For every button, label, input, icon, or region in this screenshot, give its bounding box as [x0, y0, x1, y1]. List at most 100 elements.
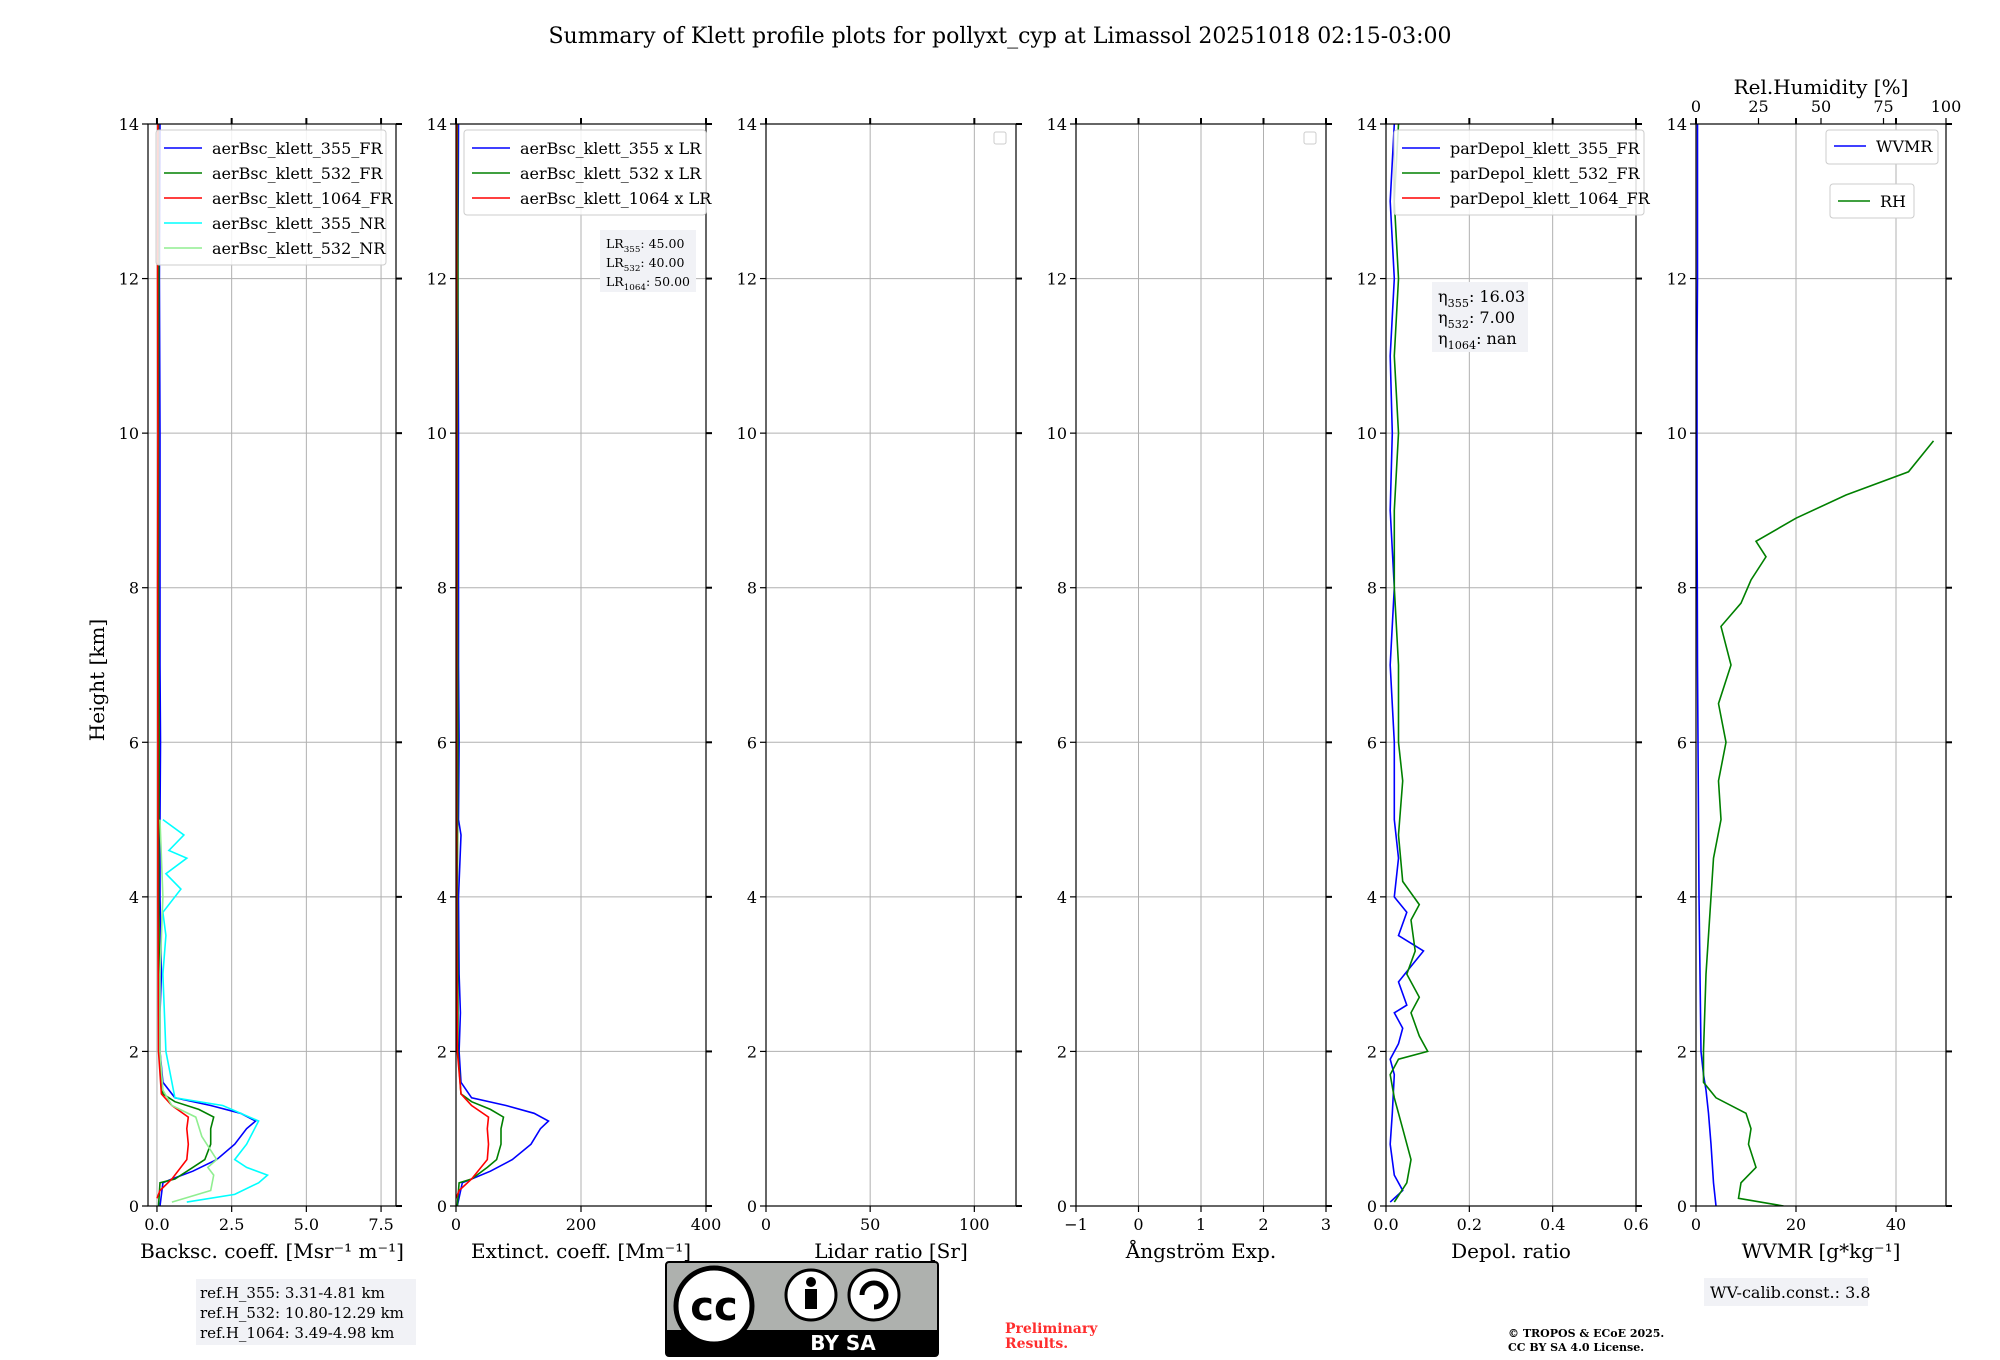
x-tick-label: 20 — [1786, 1215, 1806, 1234]
series-line-aerBsc_klett_1064_FR — [156, 124, 190, 1199]
x-axis-label-wvmr: WVMR [g*kg⁻¹] — [1742, 1239, 1901, 1263]
legend-rh: RH — [1829, 183, 1915, 219]
y-tick-label: 4 — [129, 888, 139, 907]
legend-label: parDepol_klett_355_FR — [1450, 139, 1641, 158]
top-tick-label: 100 — [1931, 97, 1962, 116]
y-tick-label: 10 — [1047, 424, 1067, 443]
y-tick-label: 4 — [1677, 888, 1687, 907]
legend-backscatter: aerBsc_klett_355_FR aerBsc_klett_532_FRae… — [155, 129, 394, 266]
y-tick-label: 0 — [1367, 1197, 1377, 1216]
cc-license-badge: cc BY SA — [665, 1261, 939, 1357]
y-tick-label: 8 — [129, 579, 139, 598]
x-tick-label: 400 — [691, 1215, 722, 1234]
x-tick-label: 200 — [566, 1215, 597, 1234]
y-tick-label: 12 — [1357, 270, 1377, 289]
figure-title: Summary of Klett profile plots for polly… — [548, 24, 1451, 49]
y-tick-label: 10 — [119, 424, 139, 443]
person-body-icon — [805, 1289, 817, 1309]
panel-backscatter: 0 2 4 6 8 10 12 14 0.0 2.5 5.0 7.5 Backsc. coeff. [M… — [119, 115, 404, 1263]
y-tick-label: 14 — [1047, 115, 1067, 134]
y-tick-label: 0 — [1057, 1197, 1067, 1216]
y-tick-label: 8 — [1057, 579, 1067, 598]
x-tick-label: 2 — [1258, 1215, 1268, 1234]
series-group — [1696, 124, 1935, 1206]
legend-box — [1825, 129, 1939, 165]
y-tick-label: 12 — [1047, 270, 1067, 289]
x-axis-label-backscatter: Backsc. coeff. [Msr⁻¹ m⁻¹] — [140, 1239, 404, 1263]
legend-box — [463, 129, 707, 216]
y-tick-label: 2 — [437, 1042, 447, 1061]
series-line-parDepol_klett_532_FR — [1389, 124, 1429, 1203]
legend-label: aerBsc_klett_1064_FR — [212, 189, 394, 208]
y-tick-label: 0 — [437, 1197, 447, 1216]
legend-label-rh: RH — [1880, 192, 1906, 211]
axes-frame — [765, 123, 1017, 1207]
x-tick-label: 0 — [451, 1215, 461, 1234]
person-head-icon — [806, 1277, 816, 1287]
x-tick-label: 40 — [1886, 1215, 1906, 1234]
series-line-aerBsc_klett_532 x LR — [456, 124, 505, 1206]
legend-box — [155, 129, 387, 266]
x-axis-label-depol: Depol. ratio — [1451, 1239, 1571, 1263]
height-axis-label: Height [km] — [85, 619, 109, 741]
y-tick-label: 6 — [129, 733, 139, 752]
y-tick-label: 8 — [1677, 579, 1687, 598]
series-line-aerBsc_klett_355_FR — [158, 124, 258, 1206]
y-tick-label: 4 — [1057, 888, 1067, 907]
sa-share-icon — [847, 1268, 901, 1322]
y-tick-label: 12 — [119, 270, 139, 289]
series-line-RH — [1702, 440, 1935, 1206]
legend-label: aerBsc_klett_532_FR — [212, 164, 383, 183]
legend-label: aerBsc_klett_355_FR — [212, 139, 383, 158]
series-line-parDepol_klett_355_FR — [1389, 124, 1425, 1203]
series-group — [156, 124, 270, 1206]
axes-frame — [147, 123, 397, 1207]
y-tick-label: 8 — [1367, 579, 1377, 598]
y-tick-label: 14 — [1357, 115, 1377, 134]
y-tick-label: 10 — [737, 424, 757, 443]
x-axis-label-lidar_ratio: Lidar ratio [Sr] — [814, 1239, 968, 1263]
axes-frame — [1385, 123, 1637, 1207]
y-tick-label: 12 — [427, 270, 447, 289]
x-tick-label: 50 — [860, 1215, 880, 1234]
y-tick-label: 0 — [129, 1197, 139, 1216]
x-tick-label: 7.5 — [368, 1215, 393, 1234]
y-tick-label: 6 — [1677, 733, 1687, 752]
legend-wvmr: WVMR — [1825, 129, 1939, 165]
panel-lidar_ratio: 0 2 4 6 8 10 12 14 0 50 100 Lidar ratio [Sr] — [737, 115, 1022, 1263]
series-line-WVMR — [1696, 124, 1717, 1206]
x-tick-label: 0.2 — [1457, 1215, 1482, 1234]
top-tick-label: 25 — [1748, 97, 1768, 116]
wv-calib-const: WV-calib.const.: 3.8 — [1710, 1283, 1871, 1302]
legend-label-wvmr: WVMR — [1876, 137, 1933, 156]
lr-value: LR355: 45.00 — [606, 236, 684, 255]
x-tick-label: 1 — [1196, 1215, 1206, 1234]
x-tick-label: 0 — [1133, 1215, 1143, 1234]
y-tick-label: 8 — [747, 579, 757, 598]
eta-value: η1064: nan — [1438, 329, 1517, 352]
eta-value: η532: 7.00 — [1438, 308, 1515, 331]
annotation-box — [600, 230, 696, 292]
top-tick-label: 75 — [1873, 97, 1893, 116]
y-tick-label: 10 — [427, 424, 447, 443]
series-line-aerBsc_klett_355 x LR — [456, 124, 550, 1206]
legend-label: parDepol_klett_1064_FR — [1450, 189, 1651, 208]
x-tick-label: 100 — [959, 1215, 990, 1234]
y-tick-label: 6 — [747, 733, 757, 752]
y-tick-label: 12 — [737, 270, 757, 289]
x-tick-label: 0.0 — [1373, 1215, 1398, 1234]
y-tick-label: 14 — [119, 115, 139, 134]
legend-depol: parDepol_klett_355_FR parDepol_klett_532_… — [1393, 129, 1651, 216]
x-axis-label-angstrom: Ångström Exp. — [1125, 1238, 1276, 1263]
x-tick-label: 0.4 — [1540, 1215, 1565, 1234]
ref-height-355: ref.H_355: 3.31-4.81 km — [200, 1284, 385, 1302]
preliminary-line2: Results. — [1005, 1336, 1068, 1352]
y-tick-label: 4 — [437, 888, 447, 907]
series-line-aerBsc_klett_1064 x LR — [456, 124, 490, 1199]
copyright-line1: © TROPOS & ECoE 2025. — [1508, 1327, 1664, 1340]
wv-calib-bg — [1704, 1278, 1868, 1306]
